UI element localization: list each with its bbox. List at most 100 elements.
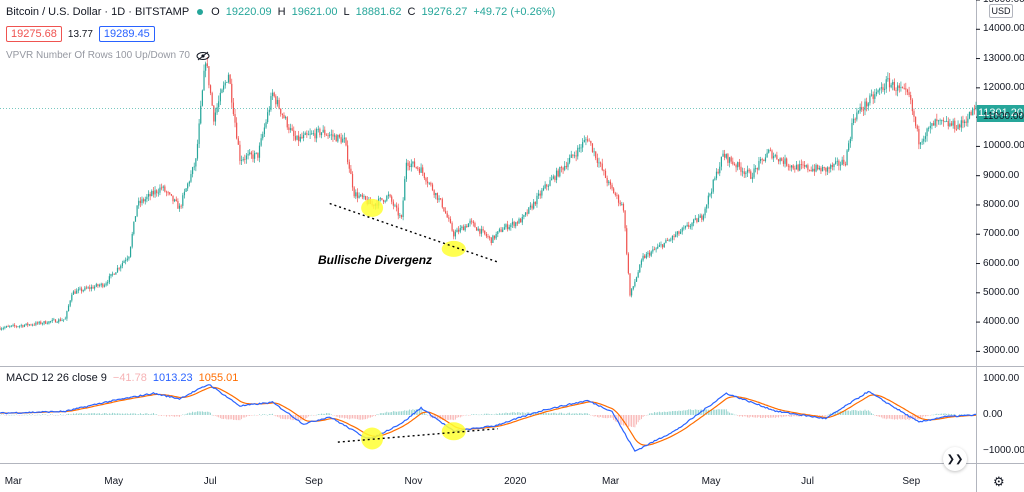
macd-histogram-bar xyxy=(662,412,664,415)
candle-body xyxy=(156,190,158,194)
candle-body xyxy=(236,122,238,139)
macd-histogram-bar xyxy=(104,413,105,415)
candle-body xyxy=(306,133,308,135)
candle-body xyxy=(901,87,904,89)
candle-body xyxy=(740,166,742,172)
sell-price-button[interactable]: 19275.68 xyxy=(6,26,62,42)
macd-legend[interactable]: MACD 12 26 close 9 −41.78 1013.23 1055.0… xyxy=(6,372,238,384)
macd-histogram-bar xyxy=(611,415,613,418)
macd-histogram-bar xyxy=(605,415,606,419)
macd-histogram-bar xyxy=(107,413,109,415)
candle-body xyxy=(208,66,210,86)
macd-histogram-bar xyxy=(203,411,205,415)
candle-body xyxy=(123,261,125,263)
candle-body xyxy=(790,165,793,168)
candle-body xyxy=(701,215,703,220)
candle-body xyxy=(240,159,243,161)
candle-body xyxy=(524,212,527,216)
market-status-dot-icon xyxy=(197,9,204,15)
macd-histogram-bar xyxy=(58,415,60,416)
candle-body xyxy=(363,196,365,198)
candle-body xyxy=(340,137,342,143)
macd-name: MACD 12 26 close 9 xyxy=(6,372,107,384)
candle-body xyxy=(766,152,768,158)
candle-body xyxy=(121,262,124,266)
buy-price-button[interactable]: 19289.45 xyxy=(98,26,155,42)
candle-body xyxy=(54,319,57,323)
time-axis-label: Mar xyxy=(4,476,22,487)
macd-histogram-bar xyxy=(577,413,579,415)
candle-body xyxy=(622,204,625,211)
macd-histogram-bar xyxy=(825,415,827,417)
vpvr-indicator-legend[interactable]: VPVR Number Of Rows 100 Up/Down 70 xyxy=(6,50,210,61)
macd-axis-label: 0.00 xyxy=(983,409,1003,420)
currency-button[interactable]: USD xyxy=(989,4,1013,18)
macd-histogram-bar xyxy=(247,415,249,416)
candle-body xyxy=(32,324,34,326)
candle-body xyxy=(691,223,693,227)
macd-histogram-bar xyxy=(882,415,884,419)
macd-histogram-bar xyxy=(87,413,89,415)
candle-body xyxy=(219,92,221,102)
macd-histogram-bar xyxy=(556,413,557,415)
candle-body xyxy=(693,219,695,224)
candle-body xyxy=(102,283,104,287)
macd-histogram-bar xyxy=(4,415,6,416)
candle-body xyxy=(699,215,701,218)
macd-histogram-bar xyxy=(430,415,432,418)
macd-histogram-bar xyxy=(546,413,548,415)
macd-histogram-bar xyxy=(946,413,948,415)
candle-body xyxy=(301,136,303,139)
candle-body xyxy=(831,165,833,167)
macd-histogram-bar xyxy=(696,409,698,415)
gear-icon[interactable]: ⚙ xyxy=(993,474,1005,489)
macd-histogram-bar xyxy=(237,415,239,421)
candle-body xyxy=(467,223,470,228)
candle-body xyxy=(46,323,48,325)
candle-body xyxy=(546,184,548,187)
price-axis-label: 5000.00 xyxy=(983,286,1020,298)
candle-body xyxy=(621,204,623,205)
candle-body xyxy=(689,226,691,228)
candle-body xyxy=(493,235,496,239)
macd-histogram-bar xyxy=(823,415,825,416)
macd-histogram-bar xyxy=(97,413,99,415)
macd-histogram-bar xyxy=(273,415,275,416)
candle-body xyxy=(657,246,659,249)
macd-histogram-bar xyxy=(720,409,722,415)
candle-body xyxy=(113,273,115,275)
macd-histogram-bar xyxy=(435,415,437,419)
macd-histogram-bar xyxy=(706,409,708,415)
macd-histogram-bar xyxy=(437,415,438,419)
time-axis-label: May xyxy=(701,476,721,487)
time-axis-label: Jul xyxy=(801,476,814,487)
macd-histogram-bar xyxy=(503,413,505,415)
candle-body xyxy=(815,165,817,172)
macd-histogram-bar xyxy=(77,413,79,415)
candle-body xyxy=(420,167,422,173)
candle-body xyxy=(320,132,323,136)
candle-body xyxy=(222,85,225,90)
symbol-title[interactable]: Bitcoin / U.S. Dollar · 1D · BITSTAMP xyxy=(6,6,190,18)
candle-body xyxy=(769,149,771,151)
scroll-to-realtime-button[interactable]: ❯❯ xyxy=(943,447,967,471)
candle-body xyxy=(962,120,964,123)
macd-histogram-bar xyxy=(521,412,523,415)
macd-histogram-bar xyxy=(822,415,823,417)
candle-body xyxy=(585,139,587,141)
candle-body xyxy=(410,163,412,168)
macd-histogram-bar xyxy=(701,409,703,415)
macd-histogram-bar xyxy=(750,415,752,417)
hidden-eye-icon[interactable] xyxy=(196,51,210,61)
candle-body xyxy=(639,264,641,273)
macd-divergence-trendline[interactable] xyxy=(337,428,498,443)
bullish-divergence-annotation[interactable]: Bullische Divergenz xyxy=(318,253,433,267)
candle-body xyxy=(872,94,874,99)
candle-body xyxy=(0,327,1,330)
macd-histogram-bar xyxy=(727,411,729,415)
candle-body xyxy=(578,147,580,149)
candle-body xyxy=(129,246,132,257)
macd-histogram-bar xyxy=(28,414,30,415)
